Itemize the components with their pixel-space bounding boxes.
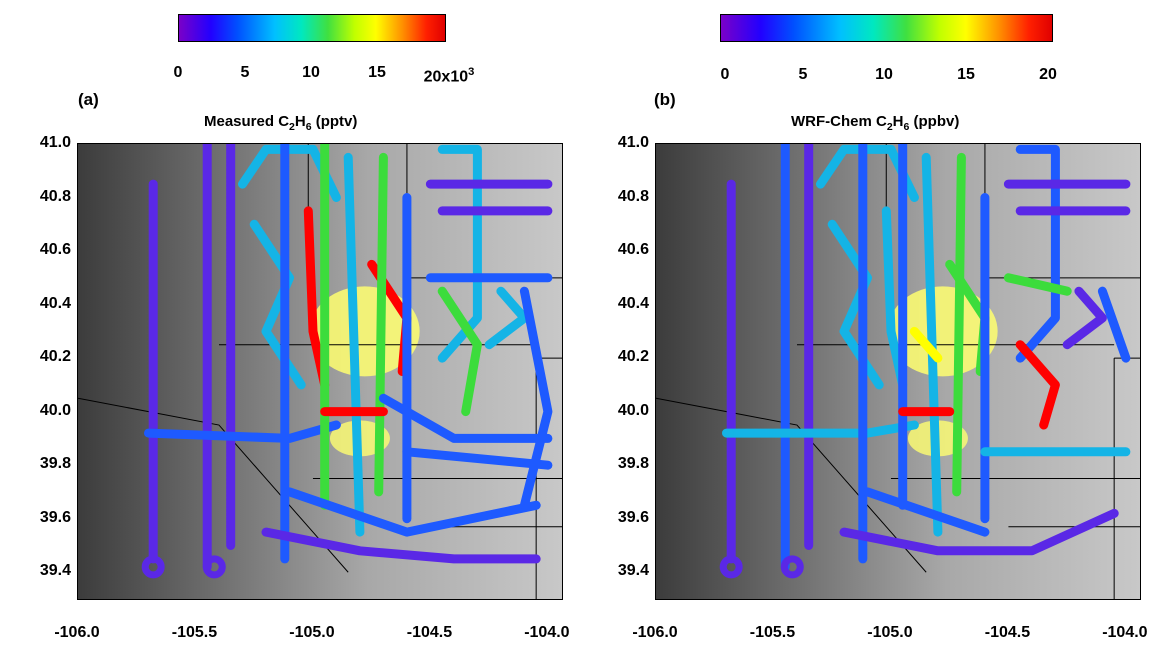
flight-track [780, 555, 804, 579]
flight-track [261, 527, 541, 564]
panel-label: (a) [78, 90, 99, 109]
x-tick-label: -104.5 [406, 624, 453, 641]
y-tick-label: 40.4 [39, 294, 71, 312]
x-tick-label: -104.0 [524, 624, 570, 641]
flight-track [437, 144, 482, 363]
y-tick-label: 40.0 [617, 401, 649, 419]
urban-area [309, 286, 420, 377]
flight-track [1015, 340, 1060, 430]
colorbar-tick: 20 [1039, 66, 1057, 83]
y-tick-label: 39.8 [617, 455, 649, 473]
colorbar [720, 14, 1053, 42]
y-tick-label: 40.8 [617, 187, 649, 205]
flight-track [202, 555, 226, 579]
x-tick-label: -105.5 [171, 624, 218, 641]
y-tick-label: 39.6 [617, 508, 649, 526]
y-tick-label: 40.6 [617, 241, 649, 259]
y-tick-label: 41.0 [617, 134, 649, 151]
colorbar-tick: 15 [368, 64, 386, 81]
colorbar-tick: 5 [798, 66, 808, 83]
y-tick-label: 40.2 [39, 348, 71, 366]
x-tick-label: -106.0 [632, 624, 678, 641]
y-tick-label: 39.4 [39, 562, 71, 580]
flight-track [719, 555, 743, 579]
flight-track [141, 555, 165, 579]
colorbar-tick: 0 [173, 64, 183, 81]
panel-measured: 0 5 10 15 20x103 (a) Measured C2H6 (pptv… [39, 14, 570, 641]
x-tick-label: -105.0 [289, 624, 335, 641]
panel-label: (b) [654, 90, 676, 109]
flight-track [484, 286, 529, 350]
flight-track [374, 152, 388, 497]
colorbar-tick: 10 [875, 66, 893, 83]
flight-track [437, 286, 482, 417]
y-tick-label: 39.8 [39, 455, 71, 473]
colorbar-tick: 5 [240, 64, 250, 81]
flight-track [952, 152, 966, 497]
colorbar-tick: 0 [720, 66, 730, 83]
panel-model: 0 5 10 15 20 (b) WRF-Chem C2H6 (ppbv) 41… [576, 0, 1152, 646]
flight-track [1003, 273, 1072, 296]
colorbar-tick: 20x103 [423, 66, 475, 86]
flight-track [1097, 286, 1131, 363]
flight-track [863, 487, 990, 537]
y-tick-label: 39.6 [39, 508, 71, 526]
y-tick-label: 40.2 [617, 348, 649, 366]
x-tick-label: -105.5 [749, 624, 796, 641]
urban-area [887, 286, 998, 377]
panel-title: Measured C2H6 (pptv) [204, 113, 358, 133]
map-plot [77, 143, 563, 600]
colorbar [178, 14, 446, 42]
flight-track [1015, 144, 1060, 363]
flight-track [839, 508, 1119, 556]
colorbar-tick: 15 [957, 66, 975, 83]
y-tick-label: 40.6 [39, 241, 71, 259]
flight-track [519, 286, 553, 510]
flight-track [909, 326, 943, 363]
y-tick-label: 40.4 [617, 294, 649, 312]
x-tick-label: -106.0 [54, 624, 100, 641]
x-tick-label: -104.5 [984, 624, 1031, 641]
y-tick-label: 40.8 [39, 187, 71, 205]
x-tick-label: -104.0 [1102, 624, 1148, 641]
panel-title: WRF-Chem C2H6 (ppbv) [791, 113, 960, 133]
map-plot [655, 143, 1141, 600]
flight-track [378, 393, 553, 443]
flight-track [285, 487, 541, 537]
x-tick-label: -105.0 [867, 624, 913, 641]
flight-track [402, 447, 553, 470]
flight-track [343, 152, 365, 537]
y-tick-label: 41.0 [39, 134, 71, 151]
flight-track [1062, 286, 1107, 350]
y-tick-label: 39.4 [617, 562, 649, 580]
y-tick-label: 40.0 [39, 401, 71, 419]
colorbar-tick: 10 [302, 64, 320, 81]
